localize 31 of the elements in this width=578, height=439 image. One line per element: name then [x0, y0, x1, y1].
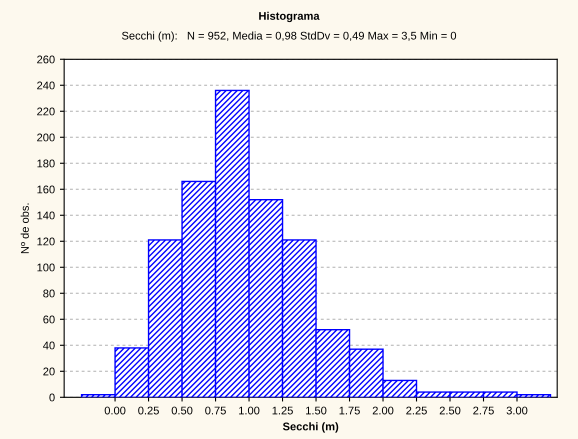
y-tick-label: 60 — [43, 316, 55, 324]
x-tick-label: 2.00 — [372, 406, 394, 414]
x-axis-title: Secchi (m) — [282, 422, 338, 433]
x-tick-label: 1.00 — [239, 406, 260, 414]
x-tick-label: 1.50 — [306, 406, 326, 414]
y-tick-label: 20 — [43, 368, 55, 376]
y-tick-label: 120 — [37, 238, 55, 246]
y-tick-label: 180 — [37, 160, 55, 168]
x-tick-label: 0.50 — [172, 406, 192, 414]
chart-subtitle: Secchi (m): N = 952, Media = 0,98 StdDv = 0,49 Max = 3,5 Min = 0 — [122, 31, 456, 42]
y-axis-title: Nº de obs. — [20, 203, 29, 254]
y-tick-label: 200 — [37, 134, 55, 142]
y-tick-label: 260 — [37, 56, 55, 64]
y-tick-label: 240 — [37, 82, 55, 90]
x-tick-label: 2.75 — [473, 406, 494, 414]
x-tick-label: 1.25 — [272, 406, 293, 414]
y-tick-label: 220 — [37, 108, 55, 116]
x-tick-label: 2.25 — [406, 406, 427, 414]
x-tick-label: 0.00 — [104, 406, 126, 414]
y-tick-label: 80 — [43, 290, 55, 298]
y-tick-label: 140 — [37, 212, 55, 220]
x-tick-label: 0.25 — [138, 406, 159, 414]
x-tick-label: 1.75 — [340, 406, 360, 414]
y-tick-label: 160 — [37, 186, 55, 194]
y-tick-label: 100 — [37, 264, 55, 272]
x-tick-label: 0.75 — [205, 406, 226, 414]
x-tick-label: 3.00 — [506, 406, 528, 414]
y-tick-label: 0 — [49, 394, 55, 402]
chart-title: Histograma — [259, 12, 320, 22]
y-tick-label: 40 — [43, 342, 55, 350]
x-tick-label: 2.50 — [440, 406, 460, 414]
